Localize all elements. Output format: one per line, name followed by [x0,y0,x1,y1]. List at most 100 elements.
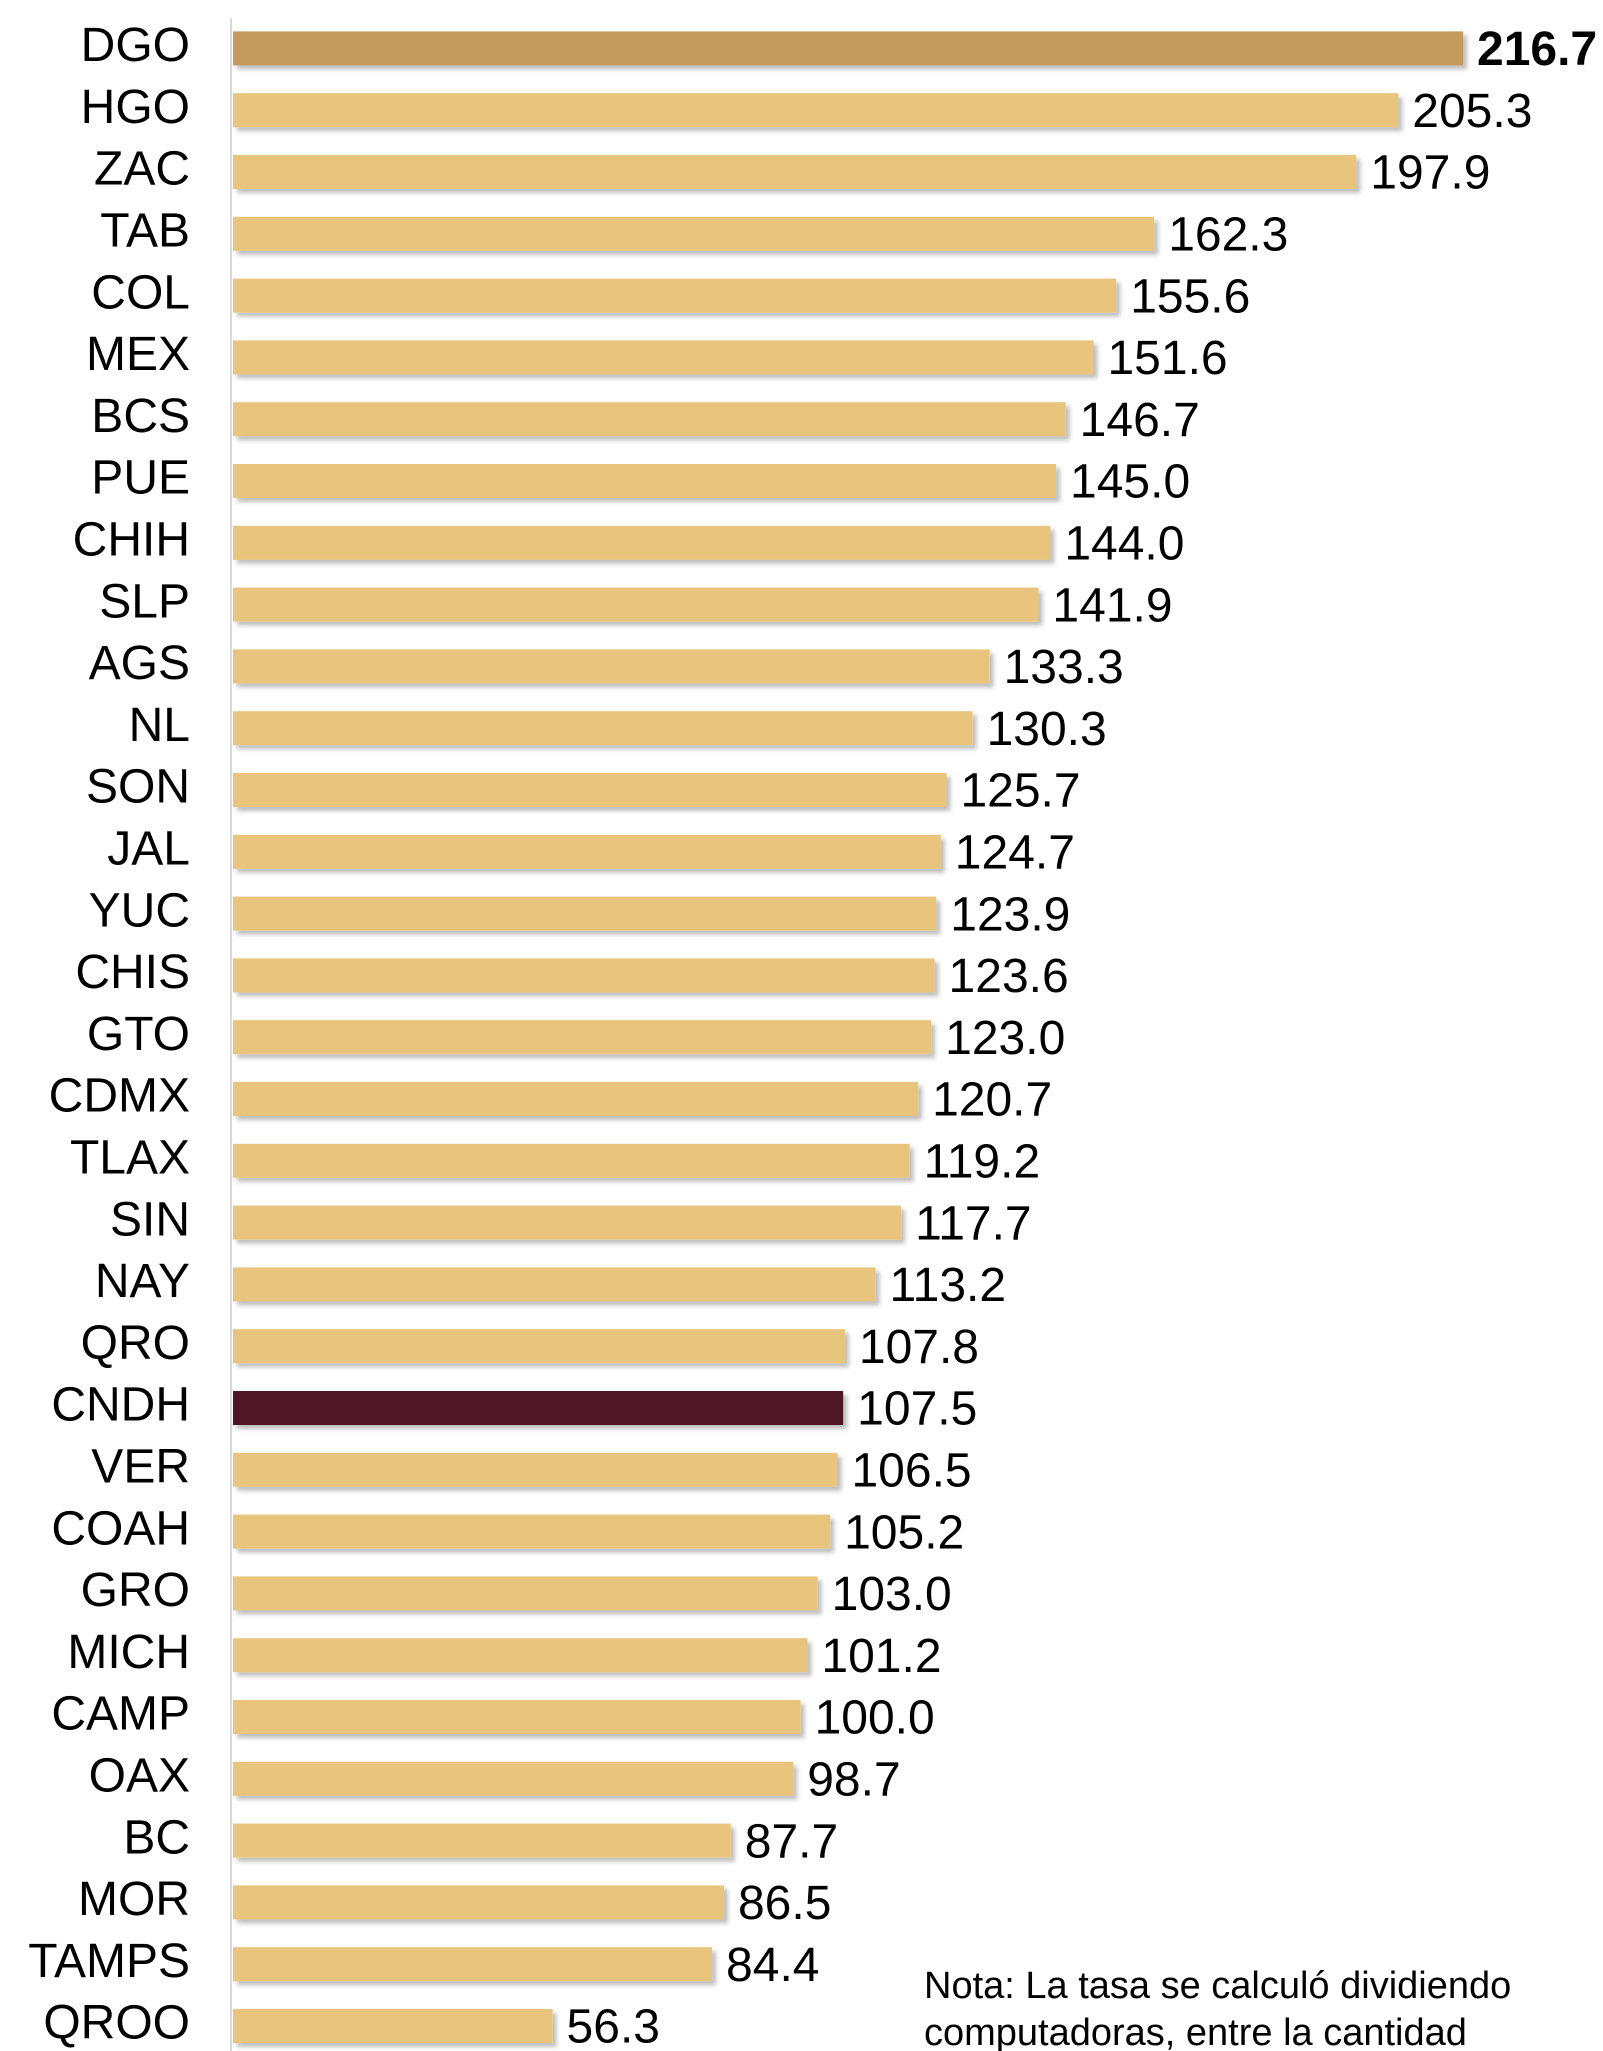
data-label: 98.7 [807,1753,900,1806]
data-label: 151.6 [1107,332,1227,385]
bar [233,834,941,869]
category-label: CDMX [49,1070,190,1123]
category-label: CNDH [51,1379,190,1432]
category-label: CHIH [73,513,190,566]
category-label: SON [86,761,190,814]
data-label: 124.7 [955,826,1075,879]
category-label: NL [129,699,190,752]
category-label: GRO [81,1564,190,1617]
data-label: 107.8 [859,1321,979,1374]
category-label: TAMPS [28,1935,190,1988]
category-label: TLAX [70,1131,190,1184]
bar [233,649,990,684]
data-label: 123.0 [945,1012,1065,1065]
category-label: MOR [78,1873,190,1926]
bar [233,587,1039,622]
category-label: COL [91,266,190,319]
data-label: 120.7 [932,1074,1052,1127]
bar [233,155,1357,189]
bar [233,1638,808,1673]
data-label: 100.0 [815,1692,935,1745]
category-label: BC [123,1811,190,1864]
category-label: GTO [87,1008,190,1061]
category-label: SIN [110,1193,190,1246]
category-label: AGS [89,637,190,690]
category-label: SLP [99,575,190,628]
bar [233,340,1094,375]
bar [233,278,1117,313]
category-label: QROO [43,1997,190,2050]
data-label: 103.0 [832,1568,952,1621]
bar [233,1267,876,1302]
bar [233,1020,932,1055]
bar [233,1082,919,1116]
bar [233,216,1155,251]
category-label: HGO [81,81,190,134]
bar [233,1329,845,1364]
bar [233,31,1463,66]
data-label: 125.7 [960,765,1080,818]
category-label: QRO [81,1317,190,1370]
category-label: ZAC [94,143,190,196]
category-label: NAY [95,1255,190,1308]
data-label: 56.3 [567,2001,660,2051]
data-label: 123.9 [950,888,1070,941]
data-label: 205.3 [1412,85,1532,138]
bar [233,1700,801,1734]
bar [233,1576,818,1611]
data-label: 144.0 [1064,517,1184,570]
bar [233,896,937,931]
bar [233,2009,553,2043]
category-label: DGO [81,19,190,72]
data-label: 86.5 [738,1877,831,1930]
bar [233,1947,713,1982]
data-label: 123.6 [949,950,1069,1003]
data-label: 216.7 [1477,23,1597,76]
data-label: 133.3 [1004,641,1124,694]
note: Nota: La tasa se calculó dividiendo [924,1965,1511,2007]
bar [233,1885,724,1920]
bar [233,711,973,746]
data-label: 101.2 [821,1630,941,1683]
category-label: VER [91,1440,190,1493]
bar [233,525,1051,560]
bar [233,1761,794,1796]
data-label: 145.0 [1070,456,1190,509]
bar [233,1205,902,1240]
category-label: MICH [67,1626,190,1679]
category-label: CHIS [75,946,190,999]
category-label: YUC [89,884,190,937]
category-label: MEX [86,328,190,381]
category-label: OAX [89,1749,190,1802]
data-label: 106.5 [851,1444,971,1497]
data-label: 119.2 [924,1135,1041,1188]
data-label: 107.5 [857,1383,977,1436]
data-label: 197.9 [1370,147,1490,200]
data-label: 130.3 [987,703,1107,756]
bar [233,1452,838,1487]
data-label: 155.6 [1130,270,1250,323]
data-label: 162.3 [1168,208,1288,261]
data-label: 146.7 [1080,394,1200,447]
data-label: 87.7 [745,1815,838,1868]
category-label: PUE [91,452,190,505]
data-label: 113.2 [890,1259,1007,1312]
bar [233,1823,731,1858]
category-label: CAMP [51,1688,190,1741]
bar [233,93,1399,128]
bar [233,1143,910,1178]
bar [233,1391,844,1425]
note: computadoras, entre la cantidad [924,2012,1467,2051]
bar [233,1514,831,1549]
category-label: JAL [107,822,190,875]
data-label: 117.7 [915,1197,1032,1250]
data-label: 84.4 [726,1939,819,1992]
category-label: BCS [91,390,190,443]
bar [233,402,1066,437]
bar [233,958,935,993]
bar [233,464,1057,498]
category-label: TAB [100,204,190,257]
data-label: 105.2 [844,1506,964,1559]
